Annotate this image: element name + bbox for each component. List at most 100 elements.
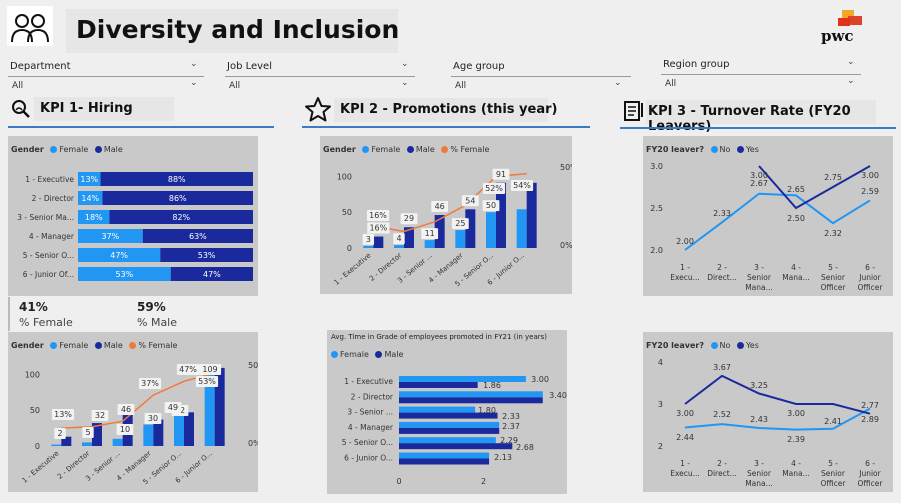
data-value-label: 32 [95,411,105,420]
legend-pct-female: % Female [138,341,178,350]
male-bar [92,423,102,446]
male-bar [214,367,225,446]
kpi3-box [646,100,876,124]
female-bar [399,421,500,428]
male-value-label-bg [400,213,418,225]
category-label: 4 - Manager [348,423,394,432]
male-bar [496,182,506,248]
pct-value-label: 52% [485,184,503,193]
data-value-label: 2 [57,429,62,438]
y-tick-label: 0 [347,244,352,253]
category-label: 3 - Senior ... [347,408,393,417]
summary-box [8,297,260,331]
kpi2-box [334,98,548,122]
category-label: 1 - [680,263,690,272]
male-value-label: 16% [369,224,387,233]
female-value-label: 14% [81,194,99,203]
filter-job-level[interactable]: Job Level ⌄ All ⌄ [225,58,415,94]
pct-value-label-bg [510,180,534,191]
data-value-label: 2.77 [861,401,879,410]
male-bar [399,382,478,388]
chevron-down-icon[interactable]: ⌄ [190,59,198,69]
pwc-logo-icon [838,10,862,26]
chevron-down-icon[interactable]: ⌄ [401,78,409,88]
data-value-label: 3.40 [549,391,567,400]
female-value-label: 11 [425,229,435,238]
yes-series-line [758,165,871,210]
legend-title: Gender [323,145,356,154]
category-label: Mana... [782,469,810,478]
female-value-label: 47% [110,251,128,260]
female-value-label: 50 [486,201,496,210]
turnover-panel-2: FY20 leaver? No Yes 2 3 4 1 - Execu... 2 - Dir… [643,332,893,492]
y2-tick-label: 50% [248,361,258,370]
data-value-label: 2.44 [676,433,694,442]
category-label: Senior [747,469,772,478]
data-value-label: 3.25 [750,381,768,390]
page-title: Diversity and Inclusion [76,15,400,44]
data-value-label-bg [91,410,109,421]
filter-region-group[interactable]: Region group ⌄ All ⌄ [661,56,861,92]
kpi1-box [34,97,174,121]
data-value-label: 2.43 [750,415,768,424]
legend-male-dot [375,351,383,358]
male-value-label-bg [492,168,510,180]
legend-male-dot [94,146,102,153]
legend-no-dot [710,342,718,349]
data-value-label: 109 [202,365,217,374]
category-label: 1 - [680,459,690,468]
brand-text: pwc [821,27,854,45]
kpi3-underline [620,127,896,129]
female-bar [78,248,161,262]
filter-department[interactable]: Department ⌄ All ⌄ [8,58,204,94]
category-label: 5 - [828,459,838,468]
avg-time-panel: Avg. Time in Grade of employees promoted… [327,330,567,494]
female-bar [78,191,103,205]
category-label: Junior [858,273,881,282]
legend-no: No [719,341,731,350]
female-bar [394,245,404,248]
category-label: 2 - [717,459,727,468]
y2-tick-label: 0% [248,439,258,448]
male-bar [404,227,414,248]
male-bar [399,412,498,419]
male-bar [399,458,490,465]
chevron-down-icon[interactable]: ⌄ [190,78,198,88]
no-series-line [684,407,871,431]
category-label: Execu... [670,273,700,282]
category-label: 1 - Executive [333,251,373,286]
data-value-label-bg [164,402,182,413]
data-value-label: 49 [168,403,178,412]
chevron-down-icon[interactable]: ⌄ [847,57,855,67]
document-pen-icon [624,101,643,121]
no-series-line [684,192,871,251]
data-value-label: 2.68 [516,443,534,452]
kpi1-underline [8,126,274,128]
female-bar [399,376,526,382]
female-bar [174,410,184,446]
filter-age-group[interactable]: Age group All ⌄ [451,58,631,94]
data-value-label: 47% [179,365,197,374]
female-bar [399,437,496,444]
legend-male: Male [103,145,123,154]
chevron-down-icon[interactable]: ⌄ [847,76,855,86]
male-bar [434,215,445,248]
filter-value: All [12,81,24,91]
data-value-label: 2.32 [824,229,842,238]
legend-male-dot [406,146,414,153]
legend-yes-dot [736,146,744,153]
female-value-label: 3 [366,235,371,244]
chevron-down-icon[interactable]: ⌄ [614,78,622,88]
legend-female: Female [371,145,401,154]
hiring-split-panel: Gender Female Male 1 - Executive 13% 88% 2 … [8,136,258,296]
male-bar [399,397,543,404]
kpi2-title: KPI 2 - Promotions (this year) [340,102,558,117]
male-bar [184,412,194,446]
category-label: 3 - Senior Ma... [17,213,74,222]
female-bar [455,230,466,248]
chevron-down-icon[interactable]: ⌄ [401,59,409,69]
legend-female: Female [59,341,89,350]
kpi1-title: KPI 1- Hiring [40,101,133,116]
category-label: Execu... [670,469,700,478]
